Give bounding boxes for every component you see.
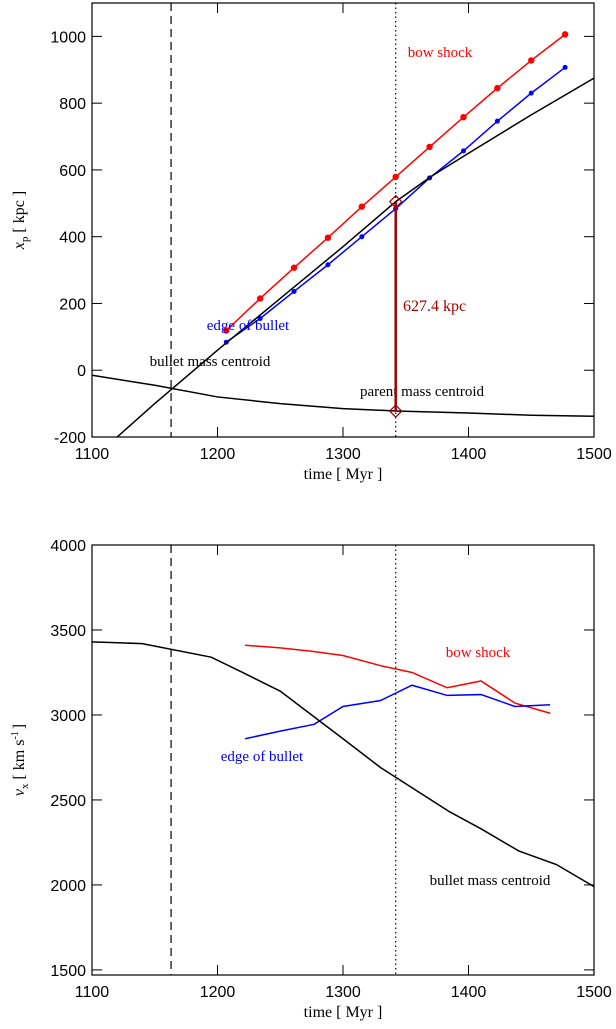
data-point [290, 264, 298, 271]
y-axis-label: xp [ kpc ] [11, 191, 31, 250]
x-tick-label: 1200 [200, 984, 236, 1001]
series-line [116, 77, 594, 437]
data-point [426, 143, 433, 151]
y-label-unit: [ km s [11, 740, 28, 780]
series-line [92, 641, 594, 888]
y-label-symbol: v [11, 788, 28, 796]
y-tick-label: 2500 [50, 793, 86, 810]
x-tick-label: 1500 [576, 984, 612, 1001]
series-annotation: bullet mass centroid [150, 354, 271, 370]
y-tick-label: 0 [77, 363, 86, 380]
y-tick-label: 800 [59, 96, 86, 113]
y-tick-label: -200 [54, 430, 86, 447]
y-label-symbol: x [11, 242, 28, 250]
data-point [494, 84, 501, 92]
y-tick-label: 400 [59, 230, 86, 247]
data-point [562, 64, 568, 70]
plot-area [92, 545, 594, 975]
data-point [528, 57, 535, 64]
data-point [460, 113, 467, 121]
x-tick-label: 1500 [576, 446, 612, 463]
data-point [325, 262, 331, 268]
x-tick-label: 1200 [200, 446, 236, 463]
x-tick-label: 1300 [325, 984, 361, 1001]
data-point [359, 234, 365, 240]
plot-area [92, 3, 594, 437]
panel: 1100 1200 1300 1400 1500 -200 0 200 400 600 800 100… [11, 2, 612, 483]
y-tick-label: 3000 [50, 708, 86, 725]
data-point [528, 90, 534, 96]
series-annotation: edge of bullet [221, 749, 304, 765]
x-tick-label: 1100 [75, 984, 110, 1001]
measure-label: 627.4 kpc [403, 298, 466, 315]
x-tick-label: 1100 [75, 446, 110, 463]
y-tick-label: 1000 [50, 29, 86, 46]
series-annotation: parent mass centroid [360, 384, 485, 400]
y-tick-label: 200 [59, 296, 86, 313]
data-point [257, 315, 263, 321]
y-tick-label: 600 [59, 163, 86, 180]
y-tick-label: 4000 [50, 538, 86, 555]
data-point [291, 288, 297, 294]
series-line [92, 374, 594, 418]
y-label-unit: [ kpc ] [11, 191, 28, 233]
y-label-unit-end: ] [11, 724, 28, 729]
x-tick-label: 1300 [325, 446, 361, 463]
series-annotation: bullet mass centroid [430, 873, 551, 889]
plot-frame [91, 2, 595, 438]
y-label-subscript: x [19, 783, 31, 789]
measure-end [388, 194, 403, 209]
data-point [358, 203, 366, 210]
data-point [561, 31, 569, 38]
x-axis-label: time [ Myr ] [304, 466, 383, 483]
data-point [223, 327, 230, 334]
x-axis-label: time [ Myr ] [304, 1004, 383, 1021]
x-tick-label: 1400 [451, 446, 487, 463]
data-point [460, 148, 466, 154]
y-label-superscript: -1 [10, 731, 21, 739]
data-point [494, 118, 500, 124]
y-tick-label: 3500 [50, 623, 86, 640]
series-line [244, 684, 551, 740]
y-tick-label: 1500 [50, 963, 86, 980]
series-annotation: bow shock [446, 645, 511, 661]
y-axis-label: vx [ km s-1] [10, 724, 31, 796]
plot-frame [91, 544, 595, 976]
data-point [392, 173, 399, 181]
series-line [245, 644, 551, 714]
data-point [324, 234, 332, 241]
panel: 1100 1200 1300 1400 1500 1500 2000 2500 3000 3500… [10, 538, 612, 1021]
y-tick-label: 2000 [50, 878, 86, 895]
x-tick-label: 1400 [451, 984, 487, 1001]
measure-end [388, 404, 403, 418]
series-annotation: edge of bullet [207, 318, 290, 334]
y-label-subscript: p [19, 236, 31, 242]
series-annotation: bow shock [408, 45, 473, 61]
data-point [256, 295, 264, 302]
